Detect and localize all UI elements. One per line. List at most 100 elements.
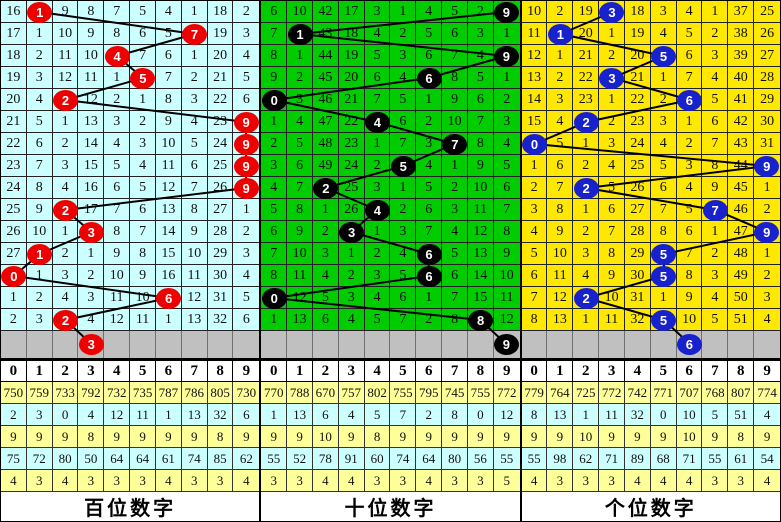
- digit-header-cell: 3: [78, 361, 105, 382]
- miss-count-cell: 4: [52, 287, 79, 309]
- miss-count-cell: 48: [728, 243, 755, 265]
- miss-count-cell: 22: [624, 89, 651, 111]
- digit-header-cell: 3: [599, 361, 625, 382]
- miss-count-cell: [78, 221, 105, 243]
- digit-header-cell: 8: [207, 361, 234, 382]
- stat-cell: 9: [547, 426, 574, 448]
- miss-count-cell: 6: [233, 309, 260, 331]
- current-row-cell: [390, 331, 417, 358]
- trend-grid-units: 10 2 19 18 3 4 1 37 25 11 20 1 19 4 5 2 38 26 12 1 21 2 20 6 3 39…: [521, 1, 780, 358]
- miss-count-cell: 4: [416, 155, 443, 177]
- miss-count-cell: 3: [26, 309, 53, 331]
- miss-count-cell: 21: [1, 111, 27, 133]
- miss-count-cell: 6: [104, 177, 131, 199]
- miss-count-cell: 6: [521, 265, 548, 287]
- miss-count-cell: 1: [650, 287, 677, 309]
- miss-count-cell: 2: [52, 133, 79, 155]
- miss-count-cell: 8: [442, 67, 468, 89]
- stat-row: 8 13 1 11 32 0 10 5 51 4: [521, 404, 780, 426]
- miss-count-cell: 46: [728, 199, 755, 221]
- miss-count-cell: 7: [521, 287, 548, 309]
- miss-count-cell: 22: [1, 133, 27, 155]
- miss-count-cell: 9: [181, 221, 208, 243]
- miss-count-cell: 7: [261, 243, 288, 265]
- digit-header-cell: 5: [390, 361, 417, 382]
- stat-cell: 750: [1, 382, 27, 404]
- miss-count-cell: 32: [207, 309, 234, 331]
- miss-count-cell: 6: [155, 45, 182, 67]
- digit-header-cell: 5: [650, 361, 677, 382]
- stat-cell: 792: [78, 382, 105, 404]
- trend-grid-hundreds: 16 9 8 7 5 4 1 18 2 17 1 10 9 8 6 5 19 3 18 2 11 10 7 6 1 20 4 19 3 1…: [1, 1, 260, 358]
- miss-count-cell: 42: [728, 111, 755, 133]
- miss-count-cell: 5: [442, 1, 468, 23]
- separator-bar: [521, 358, 780, 361]
- miss-count-cell: 47: [312, 111, 339, 133]
- miss-count-cell: [650, 309, 677, 331]
- miss-count-cell: 8: [702, 155, 729, 177]
- stats-rows: 770 788 670 757 802 755 795 745 755 772 1 13 6 4 5 7 2 8 0…: [261, 382, 520, 492]
- miss-count-cell: 25: [624, 155, 651, 177]
- miss-count-cell: 3: [702, 265, 729, 287]
- miss-count-cell: 17: [338, 1, 365, 23]
- stat-cell: 4: [650, 470, 677, 492]
- miss-count-cell: [261, 287, 288, 309]
- miss-count-cell: [416, 265, 443, 287]
- stat-cell: 50: [78, 448, 105, 470]
- current-row-cell: [130, 331, 156, 358]
- miss-count-cell: 5: [233, 67, 260, 89]
- miss-count-cell: 9: [676, 287, 703, 309]
- current-draw-row: [521, 331, 780, 358]
- miss-count-cell: [26, 243, 53, 265]
- miss-count-cell: 9: [547, 221, 574, 243]
- miss-count-cell: 10: [130, 287, 156, 309]
- miss-count-cell: [493, 1, 520, 23]
- miss-count-cell: 12: [547, 287, 574, 309]
- miss-count-cell: 11: [155, 155, 182, 177]
- miss-count-cell: 8: [261, 45, 288, 67]
- miss-count-cell: 23: [624, 111, 651, 133]
- miss-count-cell: 4: [547, 111, 574, 133]
- miss-count-cell: 12: [52, 67, 79, 89]
- miss-count-cell: 5: [390, 265, 417, 287]
- miss-count-cell: 4: [676, 1, 703, 23]
- panel-hundreds-digit: 16 9 8 7 5 4 1 18 2 17 1 10 9 8 6 5 19 3 18 2 11 10 7 6 1 20 4 19 3 1…: [1, 1, 260, 521]
- miss-count-cell: 2: [702, 23, 729, 45]
- miss-count-cell: 2: [52, 243, 79, 265]
- miss-count-cell: 7: [467, 111, 494, 133]
- stat-cell: 8: [442, 404, 468, 426]
- miss-count-cell: 6: [233, 89, 260, 111]
- stats-rows: 750 759 733 792 732 735 787 786 805 730 2 3 0 4 12 11 1 1…: [1, 382, 260, 492]
- miss-count-cell: 12: [493, 309, 520, 331]
- miss-count-cell: 2: [130, 111, 156, 133]
- stat-cell: 768: [702, 382, 729, 404]
- miss-count-cell: 10: [287, 243, 313, 265]
- miss-count-cell: 5: [390, 89, 417, 111]
- miss-count-cell: 2: [78, 265, 105, 287]
- digit-header-cell: 2: [52, 361, 79, 382]
- miss-count-cell: 4: [155, 1, 182, 23]
- miss-count-cell: 1: [416, 287, 443, 309]
- stat-cell: 74: [390, 448, 417, 470]
- miss-count-cell: 10: [287, 1, 313, 23]
- miss-count-cell: 8: [676, 265, 703, 287]
- stat-cell: 8: [364, 426, 391, 448]
- stat-cell: 707: [676, 382, 703, 404]
- miss-count-cell: 8: [261, 265, 288, 287]
- stat-cell: 12: [104, 404, 131, 426]
- miss-count-cell: 7: [104, 1, 131, 23]
- miss-count-cell: 1: [547, 45, 574, 67]
- miss-count-cell: 9: [155, 111, 182, 133]
- miss-count-cell: 2: [312, 221, 339, 243]
- miss-count-cell: 11: [104, 287, 131, 309]
- miss-count-cell: [52, 89, 79, 111]
- miss-count-cell: 4: [416, 1, 443, 23]
- stat-cell: 3: [130, 470, 156, 492]
- digit-header-cell: 7: [442, 361, 468, 382]
- miss-count-cell: 4: [573, 265, 600, 287]
- miss-count-cell: 11: [493, 287, 520, 309]
- stat-cell: 9: [261, 426, 288, 448]
